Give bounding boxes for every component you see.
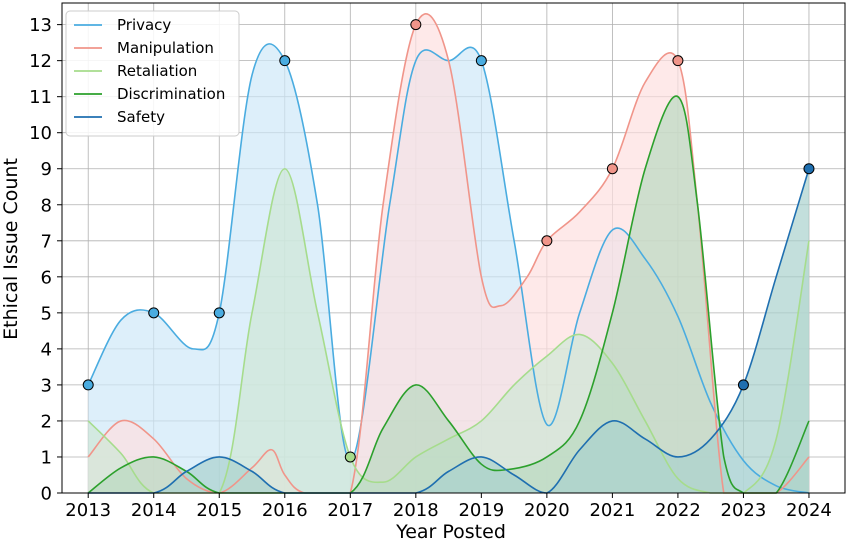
marker-manipulation <box>541 235 553 247</box>
y-tick-label: 6 <box>41 267 52 288</box>
y-tick-label: 10 <box>29 123 52 144</box>
marker-manipulation <box>410 19 422 31</box>
marker-safety <box>737 379 749 391</box>
y-tick-label: 3 <box>41 375 52 396</box>
x-tick-label: 2021 <box>589 500 635 521</box>
x-tick-label: 2014 <box>131 500 177 521</box>
series-markers <box>82 19 815 463</box>
x-tick-label: 2024 <box>786 500 832 521</box>
y-tick-label: 8 <box>41 195 52 216</box>
legend: Privacy Manipulation Retaliation Discrimina… <box>65 10 240 137</box>
area-discrimination <box>88 96 809 493</box>
area-safety <box>88 168 809 494</box>
marker-manipulation <box>672 55 684 67</box>
y-tick-label: 0 <box>41 484 52 505</box>
x-tick-label: 2015 <box>196 500 242 521</box>
marker-privacy <box>475 55 487 67</box>
x-tick-label: 2022 <box>655 500 701 521</box>
y-tick-label: 12 <box>29 51 52 72</box>
x-axis-ticks: 2013 2014 2015 2016 2017 2018 2019 2020 2021 2022… <box>65 493 832 521</box>
x-tick-label: 2020 <box>524 500 570 521</box>
x-tick-label: 2017 <box>327 500 373 521</box>
marker-manipulation <box>606 163 618 175</box>
y-tick-label: 7 <box>41 231 52 252</box>
y-tick-label: 5 <box>41 303 52 324</box>
y-axis-label: Ethical Issue Count <box>0 158 22 340</box>
series-lines <box>87 13 810 494</box>
x-axis-label: Year Posted <box>395 521 506 543</box>
legend-label-manipulation: Manipulation <box>117 39 214 57</box>
y-tick-label: 13 <box>29 15 52 36</box>
legend-label-discrimination: Discrimination <box>117 85 225 103</box>
x-tick-label: 2013 <box>65 500 111 521</box>
legend-label-privacy: Privacy <box>117 16 171 34</box>
x-tick-label: 2018 <box>393 500 439 521</box>
x-tick-label: 2023 <box>721 500 767 521</box>
line-retaliation <box>87 167 810 494</box>
x-tick-label: 2019 <box>458 500 504 521</box>
marker-privacy <box>82 379 94 391</box>
legend-box <box>65 10 240 137</box>
legend-label-safety: Safety <box>117 108 165 126</box>
x-tick-label: 2016 <box>262 500 308 521</box>
marker-privacy <box>148 307 160 319</box>
marker-safety <box>803 163 815 175</box>
line-safety <box>88 168 810 494</box>
marker-retaliation <box>344 451 356 463</box>
marker-privacy <box>213 307 225 319</box>
series-fills <box>88 13 809 494</box>
marker-privacy <box>279 55 291 67</box>
legend-label-retaliation: Retaliation <box>117 62 197 80</box>
y-tick-label: 11 <box>29 87 52 108</box>
y-tick-label: 1 <box>41 447 52 468</box>
y-tick-label: 9 <box>41 159 52 180</box>
y-tick-label: 4 <box>41 339 52 360</box>
y-tick-label: 2 <box>41 411 52 432</box>
plot-frame <box>61 2 846 494</box>
line-privacy <box>87 43 810 494</box>
axes-frame <box>61 2 846 494</box>
